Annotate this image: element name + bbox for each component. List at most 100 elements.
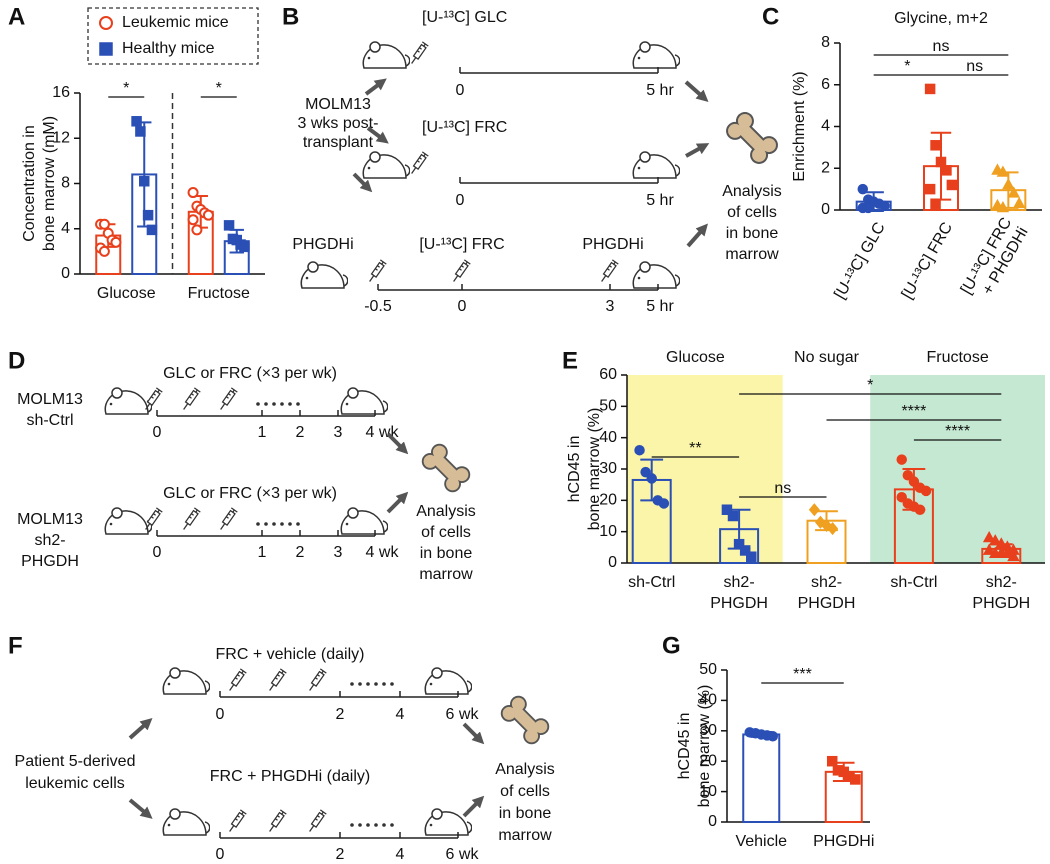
- row-label: [U-¹³C] FRC: [422, 119, 507, 136]
- y-tick-label: 8: [821, 34, 830, 51]
- decoration: [272, 522, 276, 526]
- mouse-icon: [632, 41, 680, 69]
- significance-label: ***: [793, 666, 812, 683]
- decoration: [264, 402, 268, 406]
- x-tick-label: PHGDH: [710, 595, 768, 612]
- group-text: sh2-: [34, 532, 65, 549]
- arrow: [685, 143, 710, 158]
- syringe-icon: [408, 151, 430, 177]
- mouse-icon: [340, 507, 388, 535]
- timeline-label: 0: [456, 82, 465, 99]
- data-point: [1002, 177, 1015, 190]
- panel-letter: F: [8, 632, 23, 659]
- x-tick-label: sh-Ctrl: [628, 574, 675, 591]
- data-point: [98, 245, 110, 257]
- data-point: [1007, 549, 1020, 562]
- y-tick-label: 4: [821, 118, 830, 135]
- data-point: [857, 183, 869, 195]
- syringe-icon: [266, 809, 288, 835]
- timeline-label: 2: [336, 706, 345, 723]
- row-label: GLC or FRC (×3 per wk): [163, 485, 337, 502]
- x-tick-label: Vehicle: [735, 833, 787, 850]
- timeline-label: 0: [458, 298, 467, 315]
- ellipsis-dots: [256, 522, 300, 526]
- group-background: [627, 375, 783, 563]
- y-tick-label: 30: [599, 460, 617, 477]
- y-tick-label: 0: [821, 201, 830, 218]
- significance-label: ****: [901, 403, 926, 420]
- timeline-label: 3: [606, 298, 615, 315]
- outcome-text: Analysis: [722, 183, 782, 200]
- decoration: [374, 823, 378, 827]
- row-label: FRC + PHGDHi (daily): [210, 768, 370, 785]
- syringe-icon: [180, 387, 202, 413]
- y-tick-label: 60: [599, 366, 617, 383]
- outcome-text: of cells: [500, 783, 550, 800]
- x-tick-label: [U-¹³C] GLC: [831, 220, 888, 302]
- syringe-icon: [266, 668, 288, 694]
- data-point: [146, 224, 158, 236]
- data-point: [982, 530, 996, 543]
- mouse-icon: [340, 387, 388, 415]
- data-point: [634, 444, 645, 456]
- y-tick-label: 40: [599, 429, 617, 446]
- y-tick-label: 50: [699, 661, 717, 678]
- panel-d: D MOLM13 sh-Ctrl GLC or FRC (×3 per wk) …: [8, 347, 476, 583]
- panel-b: B MOLM13 3 wks post- transplant [U-¹³C] …: [282, 3, 782, 315]
- timeline-label: 5 hr: [646, 192, 674, 209]
- decoration: [390, 682, 394, 686]
- timeline-label: 1: [258, 424, 267, 441]
- y-tick-label: 40: [699, 692, 717, 709]
- arrow: [462, 795, 485, 818]
- outcome-text: Analysis: [495, 761, 555, 778]
- decoration: [288, 522, 292, 526]
- y-tick-label: 0: [708, 813, 717, 830]
- y-tick-label: 0: [608, 554, 617, 571]
- ellipsis-dots: [350, 682, 394, 686]
- outcome-text: in bone: [420, 545, 473, 562]
- syringe-icon: [217, 507, 239, 533]
- decoration: [358, 823, 362, 827]
- data-point: [646, 473, 657, 484]
- timeline-label: 2: [336, 846, 345, 863]
- x-tick-label: PHGDH: [972, 595, 1030, 612]
- x-tick-label: Fructose: [188, 285, 250, 302]
- group-label: Fructose: [926, 349, 988, 366]
- bone-icon: [418, 440, 474, 496]
- mouse-icon: [362, 41, 410, 69]
- data-point: [996, 165, 1010, 177]
- arrow: [686, 223, 708, 248]
- y-tick-label: 2: [821, 159, 830, 176]
- bone-icon: [722, 108, 782, 168]
- decoration: [288, 402, 292, 406]
- outcome-text: marrow: [725, 246, 779, 263]
- row-label: GLC or FRC (×3 per wk): [163, 365, 337, 382]
- data-point: [131, 116, 142, 127]
- data-point: [814, 515, 826, 529]
- outcome-text: of cells: [727, 204, 777, 221]
- data-point: [827, 521, 839, 536]
- panel-letter: C: [762, 3, 779, 30]
- data-point: [733, 538, 745, 550]
- x-tick-label: sh-Ctrl: [890, 574, 937, 591]
- timeline-label: 6 wk: [446, 706, 480, 723]
- timeline-label: 5 hr: [646, 82, 674, 99]
- ellipsis-dots: [350, 823, 394, 827]
- timeline-ticks: [156, 410, 376, 416]
- syringe-icon: [217, 387, 239, 413]
- arrow: [386, 432, 409, 455]
- data-point: [746, 551, 757, 562]
- arrow: [462, 722, 485, 745]
- y-tick-label: 8: [61, 175, 70, 192]
- decoration: [272, 402, 276, 406]
- panel-f: F Patient 5-derived leukemic cells FRC +…: [8, 632, 555, 863]
- source-text: Patient 5-derived: [15, 753, 136, 770]
- mouse-icon: [104, 387, 152, 415]
- timeline-label: 0: [456, 192, 465, 209]
- syringe-icon: [450, 259, 472, 285]
- data-point: [640, 466, 651, 478]
- timeline-label: 1: [258, 544, 267, 561]
- outcome-text: marrow: [498, 827, 552, 844]
- data-point: [139, 175, 150, 187]
